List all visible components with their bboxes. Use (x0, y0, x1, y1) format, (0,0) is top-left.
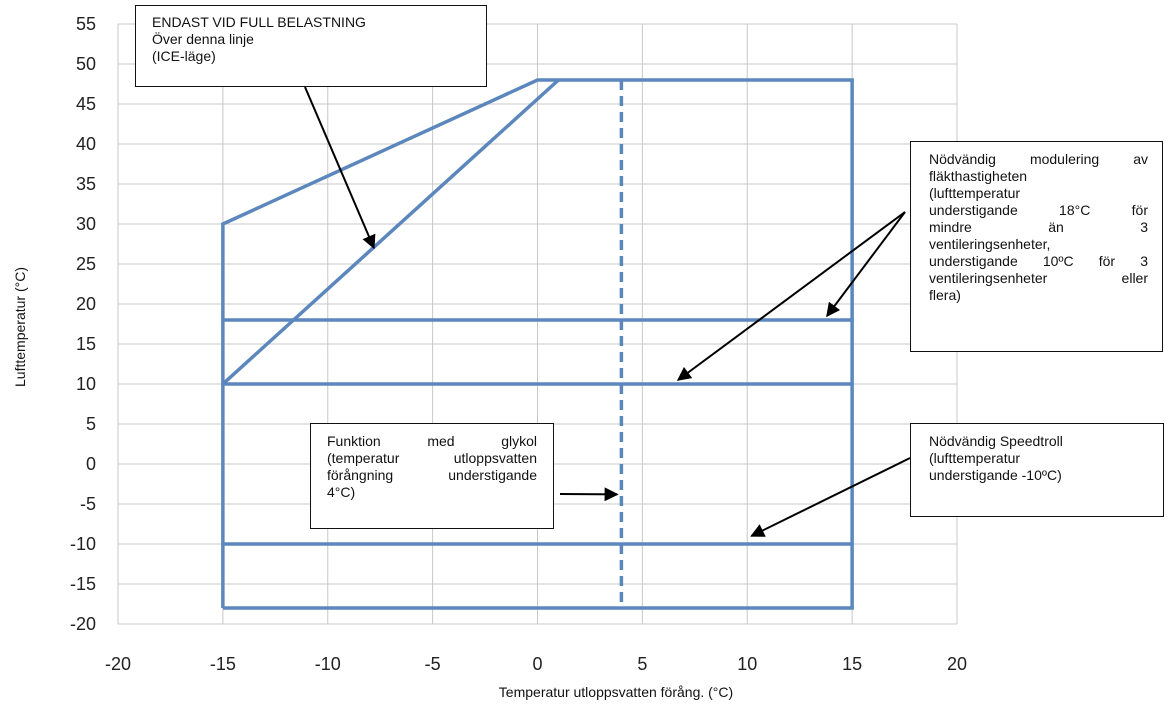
y-tick-label: 15 (76, 334, 96, 354)
y-tick-label: -10 (70, 534, 96, 554)
annotation-line: ventileringsenheter, (929, 236, 1051, 252)
x-tick-label: -10 (315, 654, 341, 674)
x-tick-label: -5 (425, 654, 441, 674)
y-tick-label: 30 (76, 214, 96, 234)
annotation-arrows (304, 86, 911, 537)
x-tick-labels: -20 -15 -10 -5 0 5 10 15 20 (105, 654, 967, 674)
series-lines (221, 78, 854, 610)
y-tick-label: 25 (76, 254, 96, 274)
annotation-line: mindre än 3 (929, 219, 1148, 235)
annotation-line: förångning understigande (327, 467, 537, 483)
annotation-line: (ICE-läge) (152, 48, 216, 64)
annotation-fan-modulation: Nödvändig modulering av fläkthastigheten… (910, 141, 1163, 352)
x-tick-label: 20 (947, 654, 967, 674)
annotation-line: ventileringsenheter eller (929, 270, 1148, 286)
x-tick-label: -15 (210, 654, 236, 674)
annotation-arrow (750, 457, 911, 537)
y-tick-label: -5 (80, 494, 96, 514)
y-tick-label: 10 (76, 374, 96, 394)
annotation-line: Över denna linje (152, 31, 254, 47)
annotation-line: ENDAST VID FULL BELASTNING (152, 14, 366, 30)
y-tick-label: 0 (86, 454, 96, 474)
x-tick-label: 15 (842, 654, 862, 674)
y-tick-label: 55 (76, 14, 96, 34)
annotation-arrow (826, 211, 906, 318)
series-line (221, 78, 560, 386)
annotation-line: understigande 18°C för (929, 202, 1148, 218)
series-line (221, 78, 854, 610)
x-tick-label: 0 (532, 654, 542, 674)
annotation-glycol: Funktion med glykol (temperatur utloppsv… (310, 423, 554, 529)
x-tick-label: 10 (737, 654, 757, 674)
y-axis-title: Lufttemperatur (°C) (12, 267, 28, 387)
annotation-line: Funktion med glykol (327, 433, 537, 449)
annotation-line: flera) (929, 287, 961, 303)
annotation-line: 4°C) (327, 484, 356, 500)
y-tick-label: 40 (76, 134, 96, 154)
y-tick-label: -15 (70, 574, 96, 594)
grid-lines (117, 23, 958, 625)
y-tick-label: 35 (76, 174, 96, 194)
annotation-arrow (676, 211, 906, 381)
y-tick-label: -20 (70, 614, 96, 634)
annotation-line: understigande 10ºC för 3 (929, 253, 1148, 269)
annotation-ice-mode: ENDAST VID FULL BELASTNING Över denna li… (135, 5, 487, 87)
annotation-speedtroll: Nödvändig Speedtroll (lufttemperatur und… (910, 423, 1164, 517)
annotation-line: Nödvändig Speedtroll (929, 433, 1063, 449)
annotation-line: (lufttemperatur (929, 185, 1021, 201)
x-tick-label: 5 (637, 654, 647, 674)
annotation-line: Nödvändig modulering av (929, 151, 1148, 167)
x-tick-label: -20 (105, 654, 131, 674)
y-tick-label: 20 (76, 294, 96, 314)
y-tick-label: 50 (76, 54, 96, 74)
annotation-line: understigande -10ºC) (929, 467, 1062, 483)
annotation-line: (temperatur utloppsvatten (327, 450, 537, 466)
annotation-line: fläkthastigheten (929, 168, 1028, 184)
y-tick-label: 45 (76, 94, 96, 114)
x-axis-title: Temperatur utloppsvatten förång. (°C) (499, 684, 733, 700)
y-tick-label: 5 (86, 414, 96, 434)
annotation-arrow (304, 86, 376, 250)
annotation-line: (lufttemperatur (929, 450, 1021, 466)
